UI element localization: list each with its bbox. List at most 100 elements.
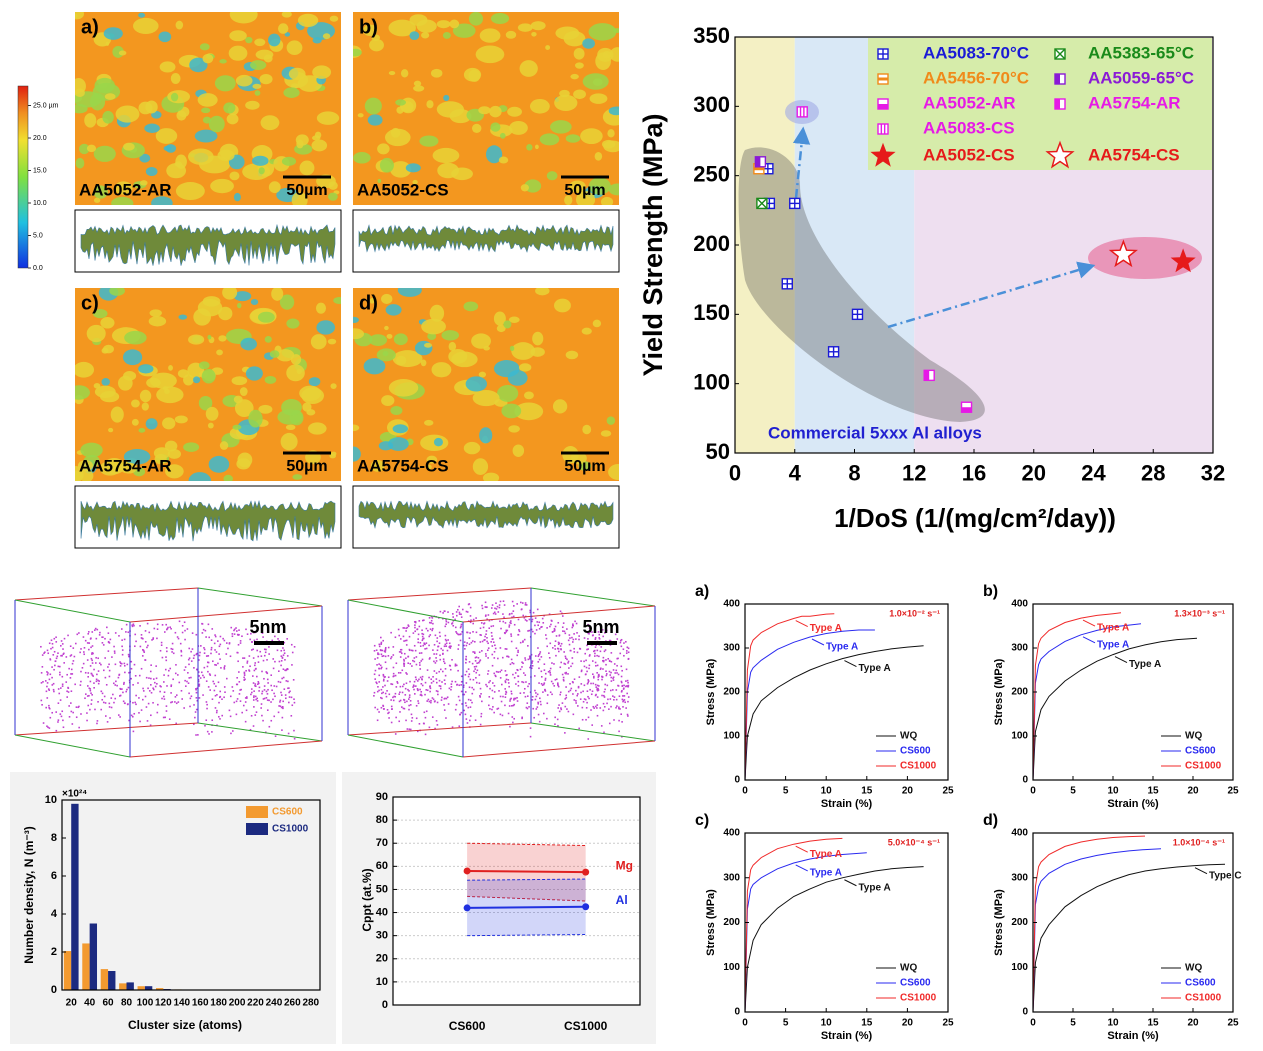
atom xyxy=(537,647,539,649)
atom xyxy=(65,681,68,683)
atom xyxy=(130,714,133,717)
atom xyxy=(466,722,469,724)
atom xyxy=(457,695,460,698)
atom xyxy=(404,701,406,704)
atom xyxy=(139,625,141,627)
atom xyxy=(467,706,470,709)
atom xyxy=(602,702,605,705)
atom xyxy=(60,715,63,718)
profile xyxy=(80,500,336,542)
atom xyxy=(376,664,378,666)
atom xyxy=(206,730,209,733)
atom xyxy=(217,640,219,642)
atom xyxy=(410,713,413,716)
atom xyxy=(147,644,149,647)
atom xyxy=(91,645,94,647)
atom xyxy=(114,697,117,700)
atom xyxy=(133,663,136,666)
atom xyxy=(119,661,121,663)
star xyxy=(870,142,896,167)
atom xyxy=(444,683,446,685)
atom xyxy=(119,694,122,697)
atom xyxy=(486,649,489,652)
atom xyxy=(549,642,552,645)
atom xyxy=(495,608,498,610)
point xyxy=(582,868,590,876)
atom xyxy=(146,720,149,722)
grain xyxy=(235,74,253,87)
grain xyxy=(387,437,409,451)
atom xyxy=(373,650,376,652)
grain xyxy=(229,12,258,24)
atom xyxy=(63,637,66,640)
atom xyxy=(48,706,50,709)
atom xyxy=(497,611,500,613)
grain xyxy=(330,383,337,390)
atom xyxy=(193,654,196,657)
atom xyxy=(379,649,382,651)
atom xyxy=(96,722,98,725)
atom xyxy=(279,705,282,708)
atom xyxy=(442,658,445,661)
atom xyxy=(447,621,450,624)
legend-label: WQ xyxy=(900,963,917,974)
atom xyxy=(425,710,428,713)
grain xyxy=(167,90,191,104)
atom xyxy=(448,642,451,645)
atom xyxy=(46,685,48,688)
atom xyxy=(218,645,221,648)
x-tick-label: 60 xyxy=(103,998,115,1009)
atom xyxy=(79,651,81,654)
atom xyxy=(521,666,523,668)
atom xyxy=(474,668,476,670)
grain xyxy=(197,93,218,107)
atom xyxy=(517,651,519,654)
atom xyxy=(507,712,510,715)
grain xyxy=(393,333,408,346)
atom xyxy=(219,643,222,646)
atom xyxy=(564,732,566,734)
atom xyxy=(444,634,447,637)
atom xyxy=(534,655,537,657)
atom xyxy=(235,627,237,629)
x-tick-label: 140 xyxy=(173,998,190,1009)
atom xyxy=(596,664,599,667)
atom xyxy=(493,684,496,687)
atom xyxy=(257,661,260,663)
atom xyxy=(605,670,607,672)
atom xyxy=(587,681,590,684)
marker-fill xyxy=(755,156,761,167)
atom xyxy=(90,646,92,649)
atom xyxy=(494,647,497,650)
legend-label: AA5052-CS xyxy=(923,145,1015,164)
atom xyxy=(508,626,511,628)
atom xyxy=(445,639,448,642)
atom xyxy=(68,705,70,707)
atom xyxy=(177,637,180,640)
atom xyxy=(504,648,507,650)
atom xyxy=(449,647,452,649)
box-edge xyxy=(462,605,656,623)
atom xyxy=(421,629,423,632)
atom xyxy=(165,628,168,631)
atom xyxy=(486,640,488,643)
atom xyxy=(445,620,448,623)
atom xyxy=(587,632,590,635)
atom xyxy=(217,681,220,684)
atom xyxy=(504,632,506,635)
atom xyxy=(214,634,216,636)
atom xyxy=(72,711,74,714)
atom xyxy=(412,684,415,687)
atom xyxy=(479,723,482,726)
marker-fill xyxy=(878,104,888,109)
grain xyxy=(443,94,450,102)
atom xyxy=(392,696,394,699)
grain xyxy=(362,24,378,36)
atom xyxy=(291,704,294,707)
atom xyxy=(287,680,289,683)
atom xyxy=(439,668,442,671)
atom xyxy=(529,657,531,660)
atom xyxy=(475,665,478,668)
atom xyxy=(201,623,204,625)
atom xyxy=(100,690,103,693)
